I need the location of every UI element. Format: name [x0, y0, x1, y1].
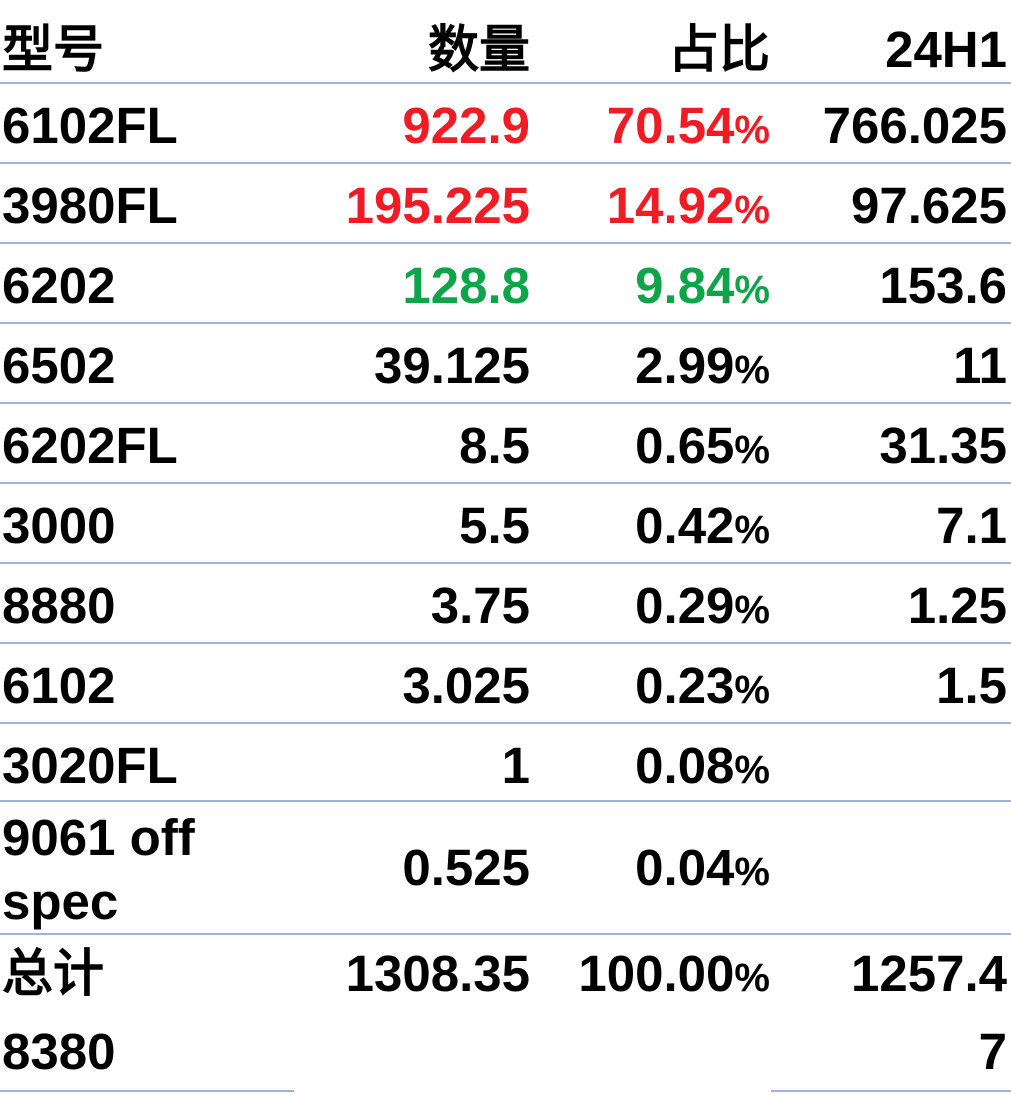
total-24h1-line1: 1257.4 [851, 945, 1007, 1002]
table-row: 8880 3.75 0.29% 1.25 [0, 576, 1011, 636]
cell-24h1: 153.6 [879, 257, 1007, 314]
ratio-percent-sign: % [734, 348, 770, 392]
row-rule [0, 402, 1011, 404]
cell-model: 6502 [2, 337, 116, 394]
total-24h1-line2: 7 [978, 1023, 1007, 1080]
total-qty: 1308.35 [345, 945, 530, 1002]
cell-ratio: 9.84% [530, 256, 770, 320]
ratio-number: 9.84 [635, 257, 735, 314]
table-row: 6202 128.8 9.84% 153.6 [0, 256, 1011, 316]
cell-qty: 0.525 [402, 839, 530, 896]
ratio-percent-sign: % [734, 850, 770, 894]
cell-24h1: 7.1 [936, 497, 1007, 554]
cell-model: 9061 off spec [2, 809, 195, 930]
ratio-number: 100.00 [578, 945, 735, 1002]
cell-24h1: 1.5 [936, 657, 1007, 714]
row-rule [0, 933, 1011, 935]
cell-24h1: 766.025 [822, 97, 1007, 154]
row-rule [0, 482, 1011, 484]
row-rule [0, 162, 1011, 164]
table-row: 3980FL 195.225 14.92% 97.625 [0, 176, 1011, 236]
cell-model: 3000 [2, 497, 116, 554]
cell-ratio: 0.29% [530, 576, 770, 640]
cell-24h1: 11 [953, 337, 1007, 394]
cell-ratio: 0.65% [530, 416, 770, 480]
cell-24h1: 1.25 [907, 577, 1007, 634]
table-row: 8380 7 [0, 1022, 1011, 1082]
cell-model: 6202 [2, 257, 116, 314]
ratio-percent-sign: % [734, 508, 770, 552]
cell-model: 8380 [2, 1023, 116, 1080]
ratio-percent-sign: % [734, 428, 770, 472]
ratio-number: 0.29 [635, 577, 735, 634]
cell-24h1: 31.35 [879, 417, 1007, 474]
ratio-percent-sign: % [734, 108, 770, 152]
cell-ratio: 0.04% [530, 838, 770, 902]
table-header: 型号 数量 占比 24H1 [0, 18, 1011, 84]
ratio-number: 0.65 [635, 417, 735, 474]
cell-model: 8880 [2, 577, 116, 634]
table-row: 3000 5.5 0.42% 7.1 [0, 496, 1011, 556]
ratio-number: 14.92 [606, 177, 735, 234]
row-rule [0, 1090, 294, 1092]
ratio-number: 70.54 [606, 97, 735, 154]
total-label: 总计 [2, 945, 105, 1002]
row-rule [0, 722, 1011, 724]
cell-ratio: 14.92% [530, 176, 770, 240]
cell-model: 3980FL [2, 177, 178, 234]
header-24h1: 24H1 [885, 21, 1007, 78]
row-rule [0, 562, 1011, 564]
cell-qty: 39.125 [374, 337, 530, 394]
table-row: 6102 3.025 0.23% 1.5 [0, 656, 1011, 716]
row-rule [0, 322, 1011, 324]
table-row: 6202FL 8.5 0.65% 31.35 [0, 416, 1011, 476]
row-rule [0, 242, 1011, 244]
header-ratio: 占比 [667, 21, 770, 78]
row-rule [0, 642, 1011, 644]
cell-model: 6202FL [2, 417, 178, 474]
cell-qty: 1 [501, 737, 530, 794]
cell-model: 6102 [2, 657, 116, 714]
cell-qty: 922.9 [402, 97, 530, 154]
cell-qty: 128.8 [402, 257, 530, 314]
header-qty: 数量 [427, 21, 530, 78]
cell-qty: 3.025 [402, 657, 530, 714]
ratio-percent-sign: % [734, 188, 770, 232]
cell-ratio: 0.23% [530, 656, 770, 720]
ratio-percent-sign: % [734, 748, 770, 792]
cell-model: 6102FL [2, 97, 178, 154]
ratio-percent-sign: % [734, 956, 770, 1000]
row-rule [771, 1090, 1011, 1092]
cell-ratio: 2.99% [530, 336, 770, 400]
ratio-number: 0.23 [635, 657, 735, 714]
cell-ratio: 70.54% [530, 96, 770, 160]
header-rule [0, 82, 1011, 84]
cell-ratio: 0.08% [530, 736, 770, 800]
cell-qty: 8.5 [459, 417, 530, 474]
ratio-percent-sign: % [734, 268, 770, 312]
ratio-number: 0.42 [635, 497, 735, 554]
ratio-percent-sign: % [734, 668, 770, 712]
total-row: 总计 1308.35 100.00% 1257.4 [0, 944, 1011, 1004]
ratio-percent-sign: % [734, 588, 770, 632]
table-row: 3020FL 1 0.08% [0, 736, 1011, 796]
table-row: 9061 off spec 0.525 0.04% [0, 806, 1011, 934]
ratio-number: 0.04 [635, 839, 735, 896]
header-model: 型号 [2, 21, 105, 78]
table-row: 6102FL 922.9 70.54% 766.025 [0, 96, 1011, 156]
cell-qty: 3.75 [430, 577, 530, 634]
cell-model: 3020FL [2, 737, 178, 794]
ratio-number: 2.99 [635, 337, 735, 394]
cell-qty: 195.225 [345, 177, 530, 234]
row-rule [0, 800, 1011, 802]
total-ratio: 100.00% [530, 944, 770, 1008]
cell-qty: 5.5 [459, 497, 530, 554]
table-row: 6502 39.125 2.99% 11 [0, 336, 1011, 396]
ratio-number: 0.08 [635, 737, 735, 794]
cell-ratio: 0.42% [530, 496, 770, 560]
cell-24h1: 97.625 [851, 177, 1007, 234]
